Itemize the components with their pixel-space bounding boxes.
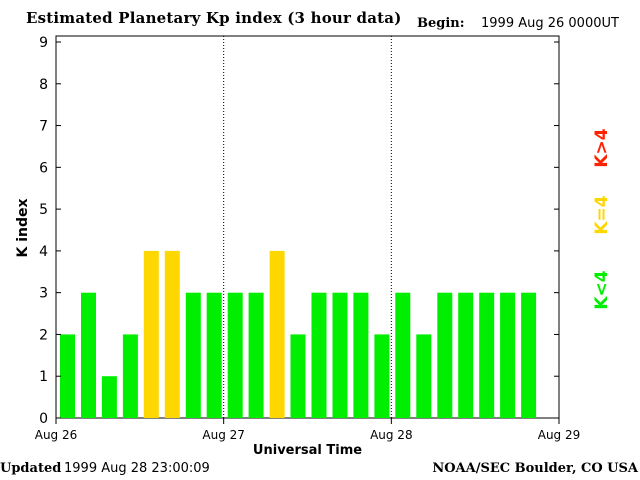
chart-title: Estimated Planetary Kp index (3 hour dat… <box>26 9 402 27</box>
y-tick-label: 9 <box>39 35 48 51</box>
x-tick-label: Aug 28 <box>370 428 413 442</box>
kp-bar <box>60 334 75 418</box>
y-tick-label: 0 <box>39 411 48 427</box>
y-tick-label: 6 <box>39 160 48 176</box>
begin-label: Begin: <box>417 16 465 31</box>
x-axis-label: Universal Time <box>253 443 362 458</box>
x-tick-label: Aug 29 <box>538 428 581 442</box>
kp-bar <box>479 292 495 418</box>
kp-bar <box>458 292 474 418</box>
y-tick-label: 3 <box>39 286 48 302</box>
kp-bar <box>311 292 327 418</box>
footer-org: NOAA/SEC Boulder, CO USA <box>432 461 638 476</box>
y-axis-label: K index <box>15 198 31 257</box>
y-tick-label: 2 <box>39 327 48 343</box>
kp-bar <box>416 334 432 418</box>
y-tick-label: 4 <box>39 244 48 260</box>
kp-bar <box>521 292 537 418</box>
legend-item: K>4 <box>592 128 612 167</box>
legend-item: K<4 <box>592 270 612 309</box>
kp-bar <box>437 292 453 418</box>
kp-bar <box>164 250 180 418</box>
updated-label: Updated <box>0 461 62 476</box>
plot-frame <box>55 35 560 419</box>
kp-bar <box>269 250 285 418</box>
kp-bar <box>353 292 369 418</box>
kp-bar <box>395 292 411 418</box>
x-tick-label: Aug 27 <box>202 428 245 442</box>
kp-bar <box>374 334 390 418</box>
y-tick-label: 8 <box>39 77 48 93</box>
kp-bar <box>290 334 306 418</box>
y-tick-label: 1 <box>39 369 48 385</box>
kp-bar <box>227 292 243 418</box>
kp-bar <box>206 292 222 418</box>
updated-value: 1999 Aug 28 23:00:09 <box>64 461 210 476</box>
y-tick-label: 5 <box>39 202 48 218</box>
kp-bar <box>101 376 117 418</box>
kp-bar <box>248 292 264 418</box>
kp-bar <box>81 292 96 418</box>
kp-bar <box>185 292 201 418</box>
x-tick-label: Aug 26 <box>35 428 78 442</box>
legend-item: K=4 <box>592 195 612 234</box>
kp-bar <box>122 334 138 418</box>
begin-value: 1999 Aug 26 0000UT <box>481 16 619 31</box>
y-tick-label: 7 <box>39 119 48 135</box>
kp-bar <box>500 292 516 418</box>
kp-bar <box>332 292 348 418</box>
kp-bar <box>143 250 159 418</box>
